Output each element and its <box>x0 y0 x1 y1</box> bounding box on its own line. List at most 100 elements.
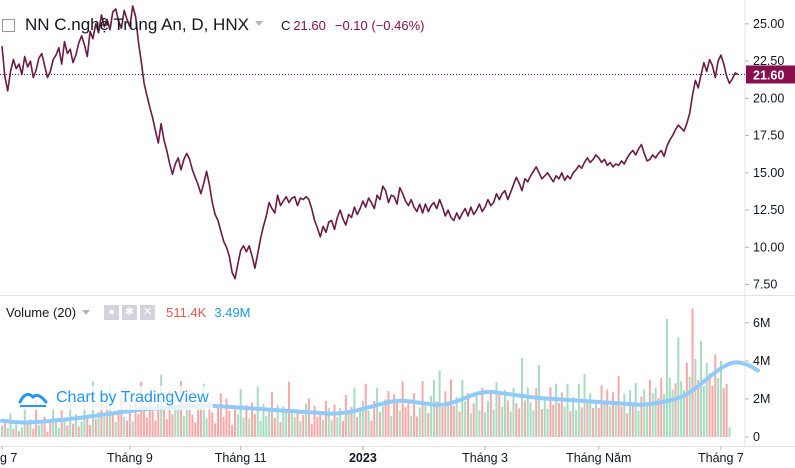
volume-bar <box>677 337 680 437</box>
volume-bar <box>719 360 722 437</box>
volume-bar <box>111 415 114 437</box>
gear-icon[interactable]: ✱ <box>122 304 138 320</box>
volume-bar <box>37 425 40 437</box>
volume-bar <box>395 401 399 437</box>
volume-bar <box>705 362 708 437</box>
volume-bar <box>572 397 575 437</box>
volume-bar <box>6 427 9 437</box>
price-tick-label: 17.50 <box>753 129 784 143</box>
volume-bar <box>569 411 572 437</box>
volume-bar <box>191 414 194 437</box>
volume-bar <box>603 403 606 437</box>
close-icon[interactable]: ✕ <box>140 304 156 320</box>
volume-bar <box>194 422 197 437</box>
volume-bar <box>262 403 265 437</box>
volume-bar <box>532 410 535 437</box>
branding-text: Chart by TradingView <box>56 389 209 406</box>
volume-bar <box>296 411 299 437</box>
volume-title[interactable]: Volume (20) <box>6 304 77 320</box>
volume-bar <box>691 308 694 437</box>
volume-bar <box>538 365 541 437</box>
volume-bar <box>640 396 643 437</box>
volume-bar <box>285 409 288 437</box>
volume-bar <box>83 402 86 437</box>
volume-bar <box>199 400 202 437</box>
tradingview-logo-icon <box>18 392 48 407</box>
volume-bar <box>697 379 700 437</box>
volume-bar <box>148 393 151 437</box>
legend-collapse-button[interactable] <box>2 18 15 32</box>
volume-bar <box>441 407 444 437</box>
volume-bar <box>0 425 4 437</box>
volume-bar <box>54 421 58 437</box>
volume-bar <box>364 383 367 437</box>
volume-bar <box>9 413 12 437</box>
volume-bar <box>455 397 458 437</box>
volume-bar <box>77 426 80 437</box>
volume-bar <box>273 417 276 437</box>
time-tick-label: Tháng Năm <box>566 451 631 465</box>
volume-bar <box>69 394 72 437</box>
volume-bar <box>540 409 543 437</box>
volume-bar <box>594 399 597 437</box>
chevron-down-icon[interactable] <box>254 20 263 26</box>
volume-bar <box>509 411 512 437</box>
volume-ma-line <box>0 360 760 425</box>
volume-bar <box>251 402 254 437</box>
volume-bar <box>63 418 66 437</box>
volume-bar <box>651 393 654 437</box>
volume-bar <box>32 428 35 437</box>
volume-bar <box>330 420 333 437</box>
volume-bar <box>467 393 470 437</box>
volume-bar <box>143 404 146 437</box>
symbol-title[interactable]: NN C.nghệ Trung An, D, HNX <box>25 15 249 34</box>
volume-bar <box>86 416 89 437</box>
time-tick-label: Tháng 11 <box>215 451 267 465</box>
volume-bar <box>157 403 160 437</box>
axis-layer: 25.00 22.50 20.00 17.50 15.00 12.50 10.00 7.50 6… <box>0 17 795 465</box>
volume-bar <box>131 421 134 437</box>
volume-bar <box>202 383 205 437</box>
price-change: −0.10 (−0.46%) <box>334 17 425 33</box>
price-tick-label: 7.50 <box>753 278 777 292</box>
volume-tick-label: 4M <box>753 354 770 368</box>
volume-bar <box>628 390 632 437</box>
volume-bar <box>106 405 109 437</box>
volume-bar <box>546 408 549 437</box>
volume-bar <box>512 387 515 437</box>
volume-bar <box>168 390 171 437</box>
volume-bar <box>120 393 123 437</box>
volume-bar <box>418 407 421 437</box>
volume-bar <box>134 399 137 437</box>
volume-bar <box>586 403 589 437</box>
volume-bar <box>688 376 691 437</box>
volume-bar <box>717 378 720 437</box>
volume-bar <box>492 409 495 437</box>
volume-bar <box>424 401 427 437</box>
volume-bar <box>580 407 583 437</box>
volume-bar <box>606 389 609 437</box>
volume-bar <box>231 424 234 437</box>
tradingview-badge[interactable]: Chart by TradingView <box>14 386 213 410</box>
volume-bar <box>489 393 492 437</box>
volume-bar <box>401 381 404 437</box>
chevron-down-icon[interactable] <box>82 309 91 315</box>
volume-bar <box>126 420 129 437</box>
volume-bar <box>432 379 435 437</box>
volume-bar <box>123 417 126 437</box>
volume-bar <box>259 420 262 437</box>
volume-bar <box>145 417 148 437</box>
volume-bar <box>35 399 38 437</box>
volume-bar <box>495 382 498 437</box>
volume-bar <box>245 405 248 437</box>
volume-bar <box>617 376 620 437</box>
volume-bar <box>60 410 63 437</box>
volume-bar <box>356 417 359 437</box>
volume-bar <box>575 410 578 437</box>
time-tick-label: g 7 <box>0 451 17 465</box>
volume-bar <box>643 389 646 437</box>
eye-icon[interactable]: ● <box>104 304 120 320</box>
volume-bar <box>560 392 563 437</box>
